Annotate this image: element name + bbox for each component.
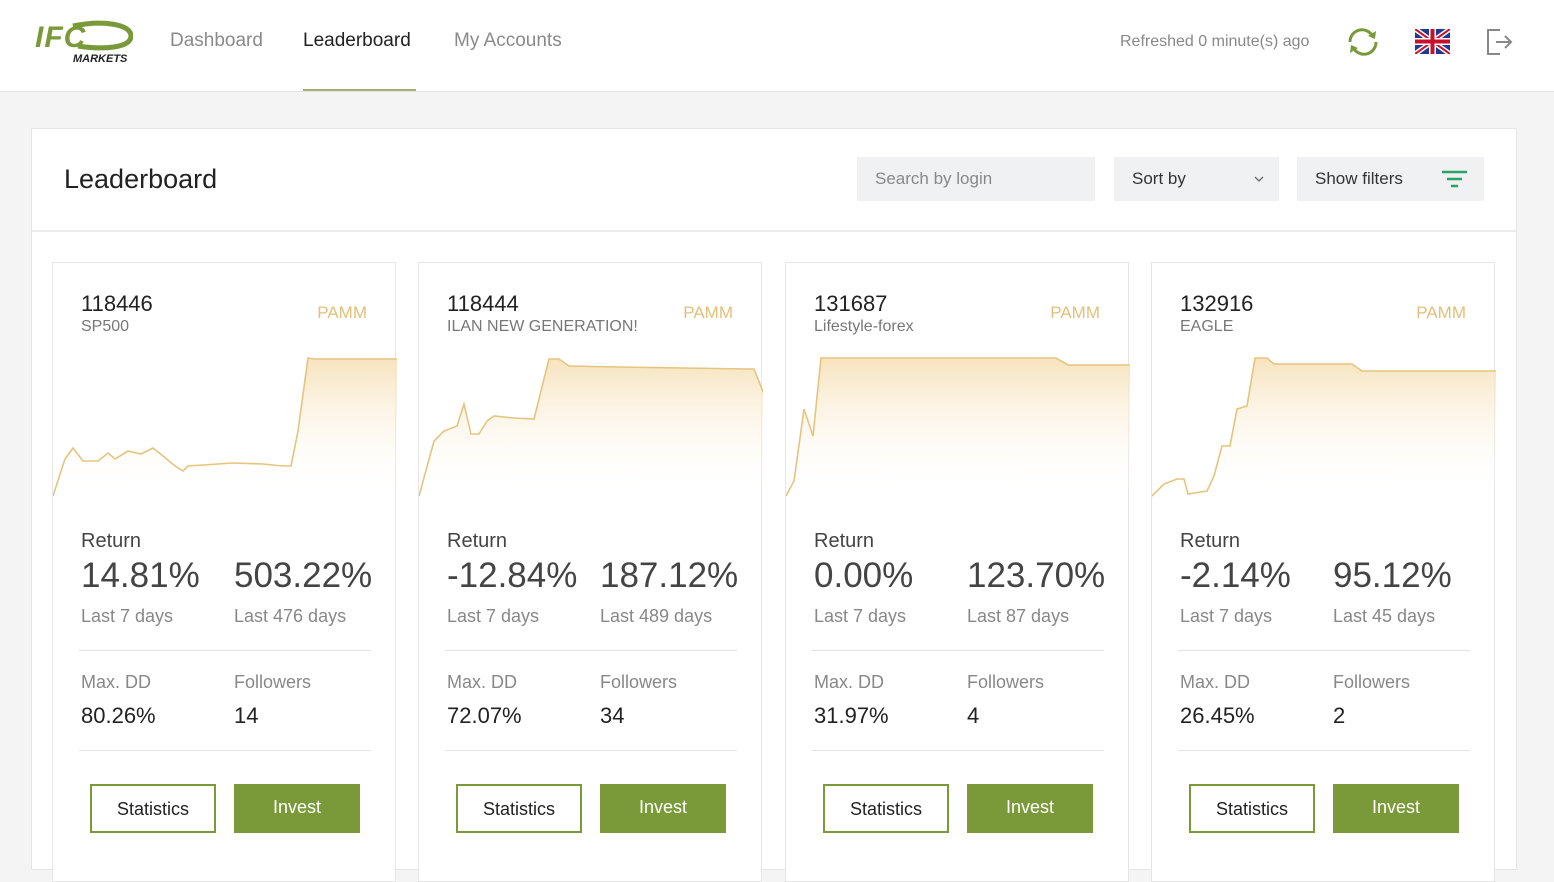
leaderboard-panel: Leaderboard Search by login Sort by Show… — [31, 128, 1517, 882]
divider — [812, 750, 1104, 751]
account-type: PAMM — [1050, 303, 1100, 322]
sparkline — [53, 357, 397, 497]
nav-link-active[interactable]: Leaderboard — [303, 30, 411, 51]
period-short: Last 7 days — [447, 606, 540, 626]
statistics-button[interactable]: Statistics — [90, 784, 216, 833]
search-input[interactable]: Search by login — [857, 157, 1095, 201]
account-id: 118444 — [447, 291, 519, 316]
nav-link[interactable]: My Accounts — [454, 30, 562, 51]
sort-label: Sort by — [1132, 169, 1186, 188]
panel-header: Leaderboard Search by login Sort by Show… — [32, 129, 1516, 232]
logo: IFC MARKETS — [35, 20, 133, 65]
divider — [812, 650, 1104, 651]
filters-label: Show filters — [1315, 169, 1403, 188]
followers: 14 — [234, 703, 259, 728]
max-dd: 31.97% — [814, 703, 889, 728]
period-total: Last 476 days — [234, 606, 347, 626]
divider — [445, 750, 737, 751]
refreshed: Refreshed 0 minute(s) ago — [1120, 33, 1310, 50]
invest-button[interactable]: Invest — [234, 784, 360, 833]
divider — [79, 750, 371, 751]
max-dd-label: Max. DD — [814, 672, 885, 692]
account-type: PAMM — [683, 303, 733, 322]
followers: 34 — [600, 703, 625, 728]
account-card: 118444 ILAN NEW GENERATION! PAMM Return -12.… — [418, 262, 763, 882]
return-short: -12.84% — [447, 556, 578, 595]
nav-link[interactable]: Dashboard — [170, 30, 263, 51]
period-short: Last 7 days — [814, 606, 907, 626]
return-short: 0.00% — [814, 556, 914, 595]
divider — [445, 650, 737, 651]
top-bar: IFC MARKETS Dashboard Leaderboard My Acc… — [0, 0, 1554, 92]
sort-select[interactable]: Sort by — [1114, 157, 1279, 201]
max-dd-label: Max. DD — [447, 672, 518, 692]
followers: 4 — [967, 703, 980, 728]
return-label: Return — [1180, 530, 1241, 552]
divider — [79, 650, 371, 651]
return-short: 14.81% — [81, 556, 200, 595]
account-name: EAGLE — [1180, 318, 1234, 335]
statistics-button[interactable]: Statistics — [1189, 784, 1315, 833]
period-total: Last 45 days — [1333, 606, 1436, 626]
invest-button[interactable]: Invest — [600, 784, 726, 833]
followers-label: Followers — [1333, 672, 1411, 692]
return-label: Return — [814, 530, 875, 552]
invest-button[interactable]: Invest — [967, 784, 1093, 833]
sparkline — [419, 358, 763, 497]
account-type: PAMM — [317, 303, 367, 322]
logo-mark: IFC — [35, 21, 87, 54]
account-card: 118446 SP500 PAMM Return 14.81% 503.22% Last 7… — [52, 262, 397, 882]
return-label: Return — [81, 530, 142, 552]
account-id: 118446 — [81, 291, 153, 316]
account-card: 131687 Lifestyle-forex PAMM Return 0.00% 123.… — [785, 262, 1130, 882]
return-total: 187.12% — [600, 556, 739, 595]
period-total: Last 489 days — [600, 606, 713, 626]
followers-label: Followers — [600, 672, 678, 692]
return-total: 123.70% — [967, 556, 1106, 595]
account-id: 131687 — [814, 291, 888, 316]
account-id: 132916 — [1180, 291, 1254, 316]
sparkline — [786, 357, 1130, 497]
return-short: -2.14% — [1180, 556, 1291, 595]
nav-underline — [303, 89, 416, 91]
chevron — [1254, 176, 1264, 182]
followers-label: Followers — [234, 672, 312, 692]
divider — [1178, 650, 1470, 651]
max-dd: 80.26% — [81, 703, 156, 728]
invest-button[interactable]: Invest — [1333, 784, 1459, 833]
refresh-icon[interactable] — [1346, 26, 1380, 58]
filters-button[interactable]: Show filters — [1297, 157, 1484, 201]
followers: 2 — [1333, 703, 1346, 728]
max-dd: 72.07% — [447, 703, 522, 728]
return-total: 503.22% — [234, 556, 373, 595]
account-name: Lifestyle-forex — [814, 318, 914, 335]
period-short: Last 7 days — [1180, 606, 1273, 626]
account-type: PAMM — [1416, 303, 1466, 322]
return-label: Return — [447, 530, 508, 552]
statistics-button[interactable]: Statistics — [456, 784, 582, 833]
followers-label: Followers — [967, 672, 1045, 692]
account-name: SP500 — [81, 318, 130, 335]
logout-icon[interactable] — [1486, 28, 1514, 56]
divider — [1178, 750, 1470, 751]
panel-title: Leaderboard — [64, 164, 218, 194]
statistics-button[interactable]: Statistics — [823, 784, 949, 833]
account-name: ILAN NEW GENERATION! — [447, 318, 638, 335]
language-flag[interactable] — [1415, 29, 1450, 54]
return-total: 95.12% — [1333, 556, 1452, 595]
period-short: Last 7 days — [81, 606, 174, 626]
filter-icon — [1442, 170, 1467, 188]
account-card: 132916 EAGLE PAMM Return -2.14% 95.12% Last 7 … — [1151, 262, 1496, 882]
max-dd-label: Max. DD — [81, 672, 152, 692]
max-dd-label: Max. DD — [1180, 672, 1251, 692]
max-dd: 26.45% — [1180, 703, 1255, 728]
sparkline — [1152, 357, 1496, 497]
period-total: Last 87 days — [967, 606, 1070, 626]
logo-text: MARKETS — [73, 53, 128, 65]
